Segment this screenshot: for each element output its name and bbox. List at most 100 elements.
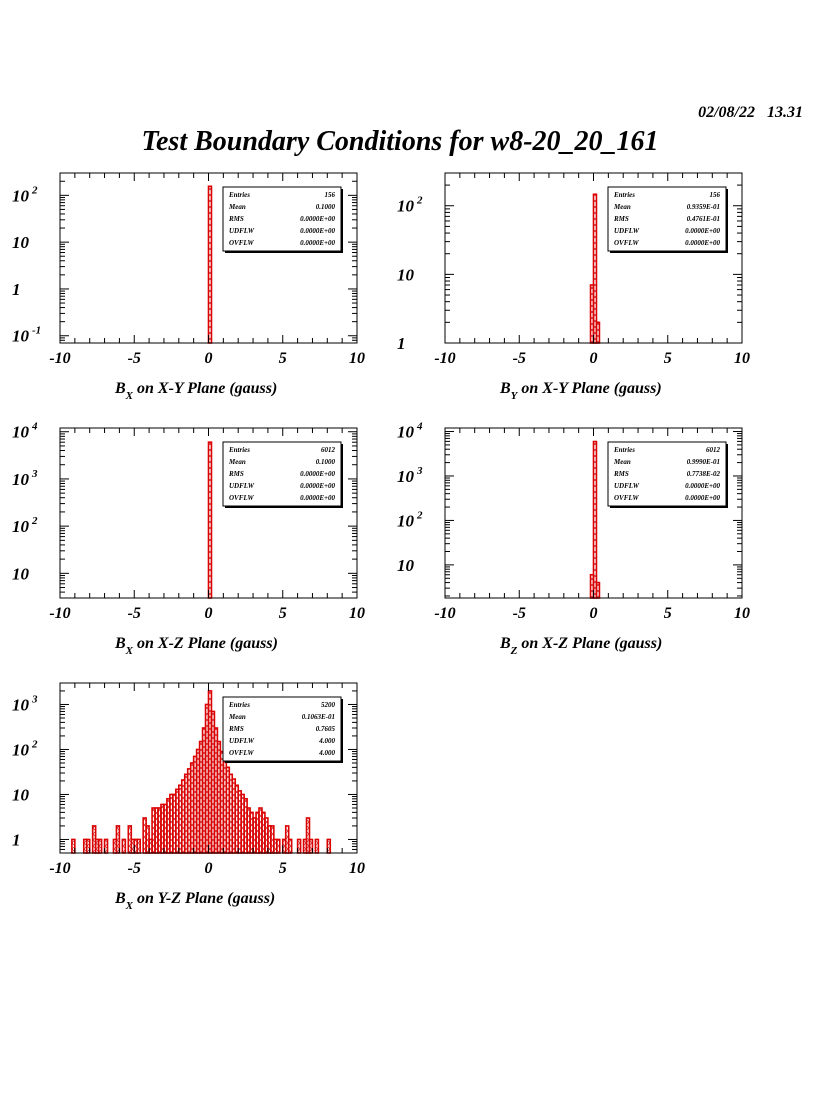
y-tick-label: 10 -1	[12, 325, 41, 346]
histogram-bin	[595, 581, 601, 599]
stat-value: 0.1000	[316, 203, 336, 211]
stat-value: 0.0000E+00	[300, 239, 335, 247]
stat-value: 156	[710, 191, 721, 199]
x-tick-label: 5	[664, 350, 672, 367]
y-tick-label: 10	[397, 556, 415, 575]
histogram-bin	[595, 321, 601, 344]
y-tick-label: 1	[12, 830, 21, 849]
histogram-panel-bx-yz: -10 -5 0 5 10 10 3 10 2 10 1 BX on Y-Z Plane (gauss…	[0, 675, 412, 930]
y-tick-label: 10 2	[397, 509, 423, 530]
stat-value: 0.9359E-01	[687, 203, 720, 211]
x-axis-title: BY on X-Y Plane (gauss)	[499, 380, 662, 402]
y-tick-label: 10 3	[12, 468, 38, 489]
stat-label: Entries	[613, 446, 635, 454]
histogram-bin	[136, 838, 141, 854]
y-tick-label: 10 2	[397, 195, 423, 216]
stat-label: Entries	[228, 701, 250, 709]
histogram-svg: -10 -5 0 5 10 10 2 10 1 10 -1 BX on X-Y Plane (gaus…	[12, 172, 365, 402]
x-tick-label: 0	[590, 350, 598, 367]
stat-label: Entries	[228, 446, 250, 454]
stat-value: 0.0000E+00	[300, 494, 335, 502]
x-tick-label: -5	[513, 350, 526, 367]
stat-value: 0.0000E+00	[300, 470, 335, 478]
histogram-bin	[287, 838, 293, 854]
x-tick-label: 0	[205, 350, 213, 367]
datestamp: 02/08/22 13.31	[698, 104, 803, 121]
x-tick-label: 0	[590, 605, 598, 622]
y-tick-label: 10	[12, 564, 30, 583]
x-tick-label: -10	[49, 605, 70, 622]
stats-box: Entries 6012 Mean 0.1000 RMS 0.0000E+00 UDFLW 0…	[222, 441, 343, 508]
x-tick-label: -5	[128, 860, 141, 877]
x-ticks	[444, 173, 743, 343]
x-tick-label: 0	[205, 605, 213, 622]
x-tick-label: 5	[279, 605, 287, 622]
stat-value: 156	[325, 191, 336, 199]
y-tick-label: 10 2	[12, 184, 38, 205]
y-tick-label: 10 4	[397, 421, 423, 442]
y-tick-label: 10 2	[12, 515, 38, 536]
stat-label: UDFLW	[614, 482, 640, 490]
stat-value: 0.1000	[316, 458, 336, 466]
stat-value: 0.0000E+00	[300, 227, 335, 235]
stat-value: 0.7605	[316, 725, 336, 733]
y-tick-label: 1	[12, 280, 21, 299]
stat-label: OVFLW	[614, 239, 639, 247]
stat-label: OVFLW	[614, 494, 639, 502]
x-ticks	[59, 683, 358, 853]
stat-label: Entries	[613, 191, 635, 199]
y-tick-label: 1	[397, 334, 406, 353]
y-ticks	[445, 172, 742, 344]
stat-value: 0.0000E+00	[685, 494, 720, 502]
stats-box: Entries 6012 Mean 0.9990E-01 RMS 0.7738E-02 UD…	[607, 441, 728, 508]
x-tick-label: -10	[434, 605, 455, 622]
stat-label: RMS	[613, 470, 629, 478]
x-tick-label: 0	[205, 860, 213, 877]
stats-box-frame	[607, 186, 727, 252]
stats-box: Entries 156 Mean 0.9359E-01 RMS 0.4761E-01 UDF…	[607, 186, 728, 253]
stat-value: 0.0000E+00	[685, 239, 720, 247]
y-tick-label: 10	[12, 233, 30, 252]
page-title: Test Boundary Conditions for w8-20_20_16…	[141, 126, 659, 157]
stats-box-frame	[607, 441, 727, 507]
x-ticks	[59, 428, 358, 598]
histogram-bin	[207, 441, 213, 599]
stat-label: Entries	[228, 191, 250, 199]
x-axis-title: BX on Y-Z Plane (gauss)	[114, 890, 275, 912]
x-ticks	[59, 173, 358, 343]
y-ticks	[60, 682, 357, 854]
histogram-bin	[592, 193, 598, 344]
y-ticks	[60, 431, 357, 599]
histogram-svg: -10 -5 0 5 10 10 2 10 1 BY on X-Y Plane (gauss) En…	[397, 172, 750, 402]
stats-box: Entries 5200 Mean 0.1063E-01 RMS 0.7605 UDFLW 4…	[222, 696, 343, 763]
stat-value: 6012	[706, 446, 721, 454]
stat-value: 0.1063E-01	[302, 713, 335, 721]
stat-label: UDFLW	[614, 227, 640, 235]
x-tick-label: 5	[664, 605, 672, 622]
stat-label: RMS	[228, 215, 244, 223]
stat-label: RMS	[613, 215, 629, 223]
y-tick-label: 10	[397, 265, 415, 284]
stat-value: 0.4761E-01	[687, 215, 720, 223]
stats-box-frame	[222, 441, 342, 507]
histogram-panel-by-xy: -10 -5 0 5 10 10 2 10 1 BY on X-Y Plane (gauss) En…	[385, 165, 797, 420]
y-ticks	[445, 431, 742, 597]
stat-label: RMS	[228, 725, 244, 733]
stat-label: Mean	[228, 713, 246, 721]
stat-label: UDFLW	[229, 482, 255, 490]
x-axis-title: BX on X-Z Plane (gauss)	[114, 635, 278, 657]
stats-box-frame	[222, 186, 342, 252]
x-ticks	[444, 428, 743, 598]
histogram-panel-bx-xy: -10 -5 0 5 10 10 2 10 1 10 -1 BX on X-Y Plane (gaus…	[0, 165, 412, 420]
stat-label: Mean	[228, 203, 246, 211]
histogram-bin	[207, 185, 213, 344]
x-tick-label: -10	[49, 860, 70, 877]
stats-box-frame	[222, 696, 342, 762]
x-tick-label: -5	[513, 605, 526, 622]
y-tick-label: 10 2	[12, 738, 38, 759]
stat-value: 6012	[321, 446, 336, 454]
stat-label: UDFLW	[229, 737, 255, 745]
histogram-bin	[592, 440, 598, 599]
stat-value: 0.0000E+00	[300, 482, 335, 490]
